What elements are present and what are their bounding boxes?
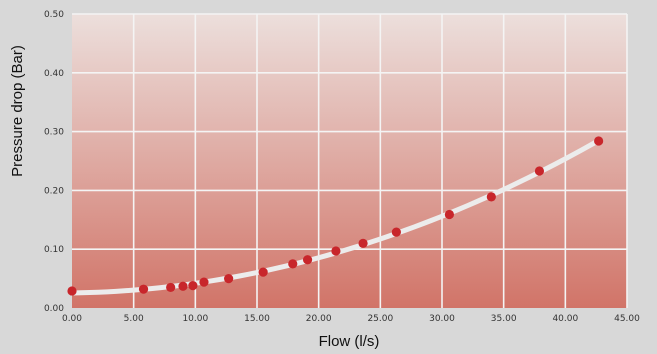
data-point xyxy=(67,286,77,296)
x-tick-labels: 0.00 5.00 10.00 15.00 20.00 25.00 30.00 35.00 40… xyxy=(62,314,640,324)
data-points xyxy=(67,136,604,296)
data-point xyxy=(302,255,313,265)
gridlines xyxy=(72,13,628,308)
data-point xyxy=(166,282,176,293)
x-tick-label: 35.00 xyxy=(491,314,517,324)
y-tick-label: 0.00 xyxy=(44,304,64,314)
data-point xyxy=(188,281,198,291)
y-tick-labels: 0.00 0.10 0.20 0.30 0.40 0.50 xyxy=(44,10,64,314)
data-point xyxy=(391,227,401,237)
data-point xyxy=(594,136,604,146)
x-tick-label: 15.00 xyxy=(244,314,270,324)
data-point xyxy=(444,209,454,220)
x-tick-label: 25.00 xyxy=(367,314,393,324)
x-tick-label: 45.00 xyxy=(614,314,640,324)
data-point xyxy=(178,281,188,291)
x-tick-label: 20.00 xyxy=(306,314,332,324)
data-point xyxy=(288,259,298,269)
data-point xyxy=(199,277,209,287)
x-tick-label: 40.00 xyxy=(552,314,578,324)
y-tick-label: 0.30 xyxy=(44,128,64,138)
data-point xyxy=(224,274,234,284)
x-tick-label: 5.00 xyxy=(124,314,144,324)
x-axis-title: Flow (l/s) xyxy=(319,333,380,350)
y-tick-label: 0.40 xyxy=(44,69,64,79)
y-tick-label: 0.10 xyxy=(44,245,64,255)
data-point xyxy=(534,166,545,176)
y-axis-title: Pressure drop (Bar) xyxy=(9,45,26,177)
data-point xyxy=(331,246,341,256)
data-point xyxy=(358,238,368,248)
data-point xyxy=(486,192,496,202)
x-tick-label: 10.00 xyxy=(182,314,208,324)
plot-area xyxy=(72,14,627,308)
data-point xyxy=(138,284,149,294)
x-tick-label: 30.00 xyxy=(429,314,455,324)
y-tick-label: 0.50 xyxy=(44,10,64,20)
y-tick-label: 0.20 xyxy=(44,186,64,196)
x-tick-label: 0.00 xyxy=(62,314,82,324)
data-point xyxy=(258,267,268,277)
